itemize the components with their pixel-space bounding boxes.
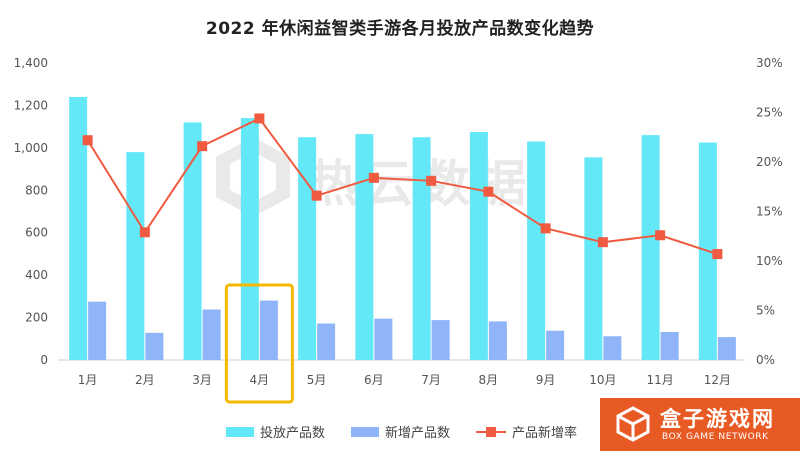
bar-new-products xyxy=(202,309,221,360)
y-left-tick-label: 600 xyxy=(25,226,48,240)
bar-deployed-products xyxy=(240,118,259,361)
y-right-tick-label: 0% xyxy=(756,353,775,367)
bar-deployed-products xyxy=(527,141,546,360)
x-tick-label: 3月 xyxy=(192,373,212,387)
bar-new-products xyxy=(374,318,393,360)
y-right-tick-label: 15% xyxy=(756,205,783,219)
legend-swatch-marker xyxy=(486,427,496,437)
line-point xyxy=(540,223,551,234)
x-tick-label: 5月 xyxy=(307,373,327,387)
line-point xyxy=(597,237,608,248)
x-tick-label: 6月 xyxy=(364,373,384,387)
bar-deployed-products xyxy=(126,152,145,360)
y-right-tick-label: 10% xyxy=(756,254,783,268)
line-point xyxy=(311,190,322,201)
y-left-tick-label: 0 xyxy=(40,353,48,367)
bar-new-products xyxy=(603,336,622,360)
y-left-tick-label: 800 xyxy=(25,183,48,197)
bar-new-products xyxy=(88,301,107,360)
badge-name: 盒子游戏网 xyxy=(660,407,775,431)
y-left-tick-label: 400 xyxy=(25,268,48,282)
y-left-tick-label: 1,000 xyxy=(14,141,48,155)
bar-new-products xyxy=(431,320,450,360)
badge-subtitle: BOX GAME NETWORK xyxy=(662,432,769,442)
x-tick-label: 12月 xyxy=(704,373,731,387)
line-point xyxy=(483,186,494,197)
y-right-tick-label: 30% xyxy=(756,56,783,70)
bar-new-products xyxy=(660,331,679,360)
bar-new-products xyxy=(145,332,164,360)
x-tick-label: 10月 xyxy=(589,373,616,387)
bar-deployed-products xyxy=(469,131,488,360)
bar-new-products xyxy=(317,323,336,360)
legend-label: 新增产品数 xyxy=(385,425,450,441)
legend-swatch xyxy=(226,427,254,437)
x-tick-label: 4月 xyxy=(250,373,270,387)
x-tick-label: 9月 xyxy=(536,373,556,387)
y-left-tick-label: 200 xyxy=(25,311,48,325)
x-tick-label: 11月 xyxy=(646,373,673,387)
x-tick-label: 7月 xyxy=(421,373,441,387)
y-left-tick-label: 1,200 xyxy=(14,98,48,112)
bar-deployed-products xyxy=(298,137,317,360)
x-tick-label: 1月 xyxy=(78,373,98,387)
box-logo-icon xyxy=(616,406,650,442)
x-tick-label: 2月 xyxy=(135,373,155,387)
line-new-rate xyxy=(86,117,718,256)
chart-title: 2022 年休闲益智类手游各月投放产品数变化趋势 xyxy=(205,19,595,39)
bar-new-products xyxy=(259,300,278,360)
y-right-tick-label: 20% xyxy=(756,155,783,169)
legend-label: 投放产品数 xyxy=(260,425,325,441)
bar-deployed-products xyxy=(183,122,202,361)
line-point xyxy=(197,141,208,152)
line-point xyxy=(368,172,379,183)
y-right-tick-label: 25% xyxy=(756,106,783,120)
y-right-tick-label: 5% xyxy=(756,304,775,318)
line-point xyxy=(655,230,666,241)
x-tick-label: 8月 xyxy=(479,373,499,387)
bar-new-products xyxy=(546,330,565,360)
bar-new-products xyxy=(717,337,736,360)
bar-deployed-products xyxy=(584,157,603,360)
bar-deployed-products xyxy=(355,134,374,360)
line-point xyxy=(254,113,265,124)
line-point xyxy=(82,135,93,146)
legend-swatch xyxy=(351,427,379,437)
bar-new-products xyxy=(488,321,507,360)
y-left-tick-label: 1,400 xyxy=(14,56,48,70)
line-point xyxy=(139,227,150,238)
site-badge: 盒子游戏网 BOX GAME NETWORK xyxy=(600,398,800,451)
bar-deployed-products xyxy=(641,135,660,360)
highlight-box xyxy=(224,283,294,404)
bar-deployed-products xyxy=(69,96,88,360)
legend-label: 产品新增率 xyxy=(512,425,577,441)
line-point xyxy=(426,175,437,186)
bar-deployed-products xyxy=(412,137,431,360)
line-point xyxy=(712,249,723,260)
